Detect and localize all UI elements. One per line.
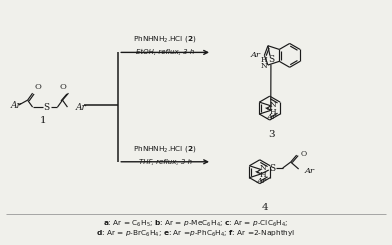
Text: PhNHNH$_2$.HCl ($\mathbf{2}$): PhNHNH$_2$.HCl ($\mathbf{2}$) [133, 35, 197, 45]
Text: EtOH, reflux, 3 h: EtOH, reflux, 3 h [136, 49, 194, 55]
Text: O: O [301, 150, 307, 158]
Text: S: S [270, 163, 276, 172]
Text: O: O [34, 83, 42, 91]
Text: 1: 1 [40, 115, 47, 124]
Text: Ar: Ar [266, 113, 276, 121]
Text: 3: 3 [269, 130, 275, 139]
Text: THF, reflux, 3 h: THF, reflux, 3 h [138, 159, 192, 165]
Text: N: N [269, 101, 276, 109]
Text: H: H [261, 56, 267, 64]
Text: H: H [260, 172, 266, 179]
Text: N: N [261, 62, 267, 70]
Text: S: S [44, 103, 50, 111]
Text: H: H [269, 108, 276, 116]
Text: S: S [268, 55, 274, 64]
Text: N: N [260, 164, 266, 172]
Text: 4: 4 [261, 203, 268, 212]
Text: O: O [60, 83, 67, 91]
Text: PhNHNH$_2$.HCl ($\mathbf{2}$): PhNHNH$_2$.HCl ($\mathbf{2}$) [133, 144, 197, 154]
Text: Ar: Ar [11, 101, 22, 110]
Text: $\bf{a}$: Ar = C$_6$H$_5$; $\bf{b}$: Ar = $\it{p}$-MeC$_6$H$_4$; $\bf{c}$: Ar = : $\bf{a}$: Ar = C$_6$H$_5$; $\bf{b}$: Ar … [103, 218, 289, 229]
Text: Ar: Ar [305, 167, 315, 175]
Text: Ar: Ar [75, 103, 86, 111]
Text: $\bf{d}$: Ar = $\it{p}$-BrC$_6$H$_4$; $\bf{e}$: Ar =$\it{p}$-PhC$_6$H$_4$; $\bf{: $\bf{d}$: Ar = $\it{p}$-BrC$_6$H$_4$; $\… [96, 229, 296, 239]
Text: Ar: Ar [250, 51, 260, 59]
Text: Ar: Ar [256, 177, 266, 185]
